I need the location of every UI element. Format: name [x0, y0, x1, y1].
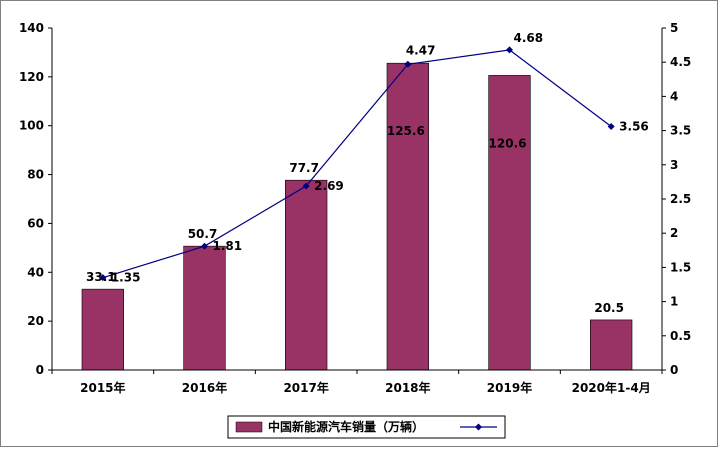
line-point — [607, 122, 615, 130]
bar-data-label: 120.6 — [489, 136, 527, 150]
legend: 中国新能源汽车销量（万辆） — [227, 415, 506, 439]
y-tick-right-label: 5 — [670, 21, 678, 35]
bar — [386, 62, 429, 371]
bar — [488, 75, 531, 371]
legend-box — [227, 415, 506, 439]
y-tick-left-label: 80 — [27, 168, 44, 182]
bar — [183, 245, 226, 371]
line-point — [99, 274, 107, 282]
line-data-label: 4.47 — [406, 43, 436, 57]
bar-data-label: 20.5 — [594, 301, 624, 315]
bar — [590, 319, 633, 371]
y-tick-right-label: 2.5 — [670, 192, 691, 206]
bar-data-label: 33.1 — [86, 270, 116, 284]
y-tick-right-label: 3.5 — [670, 124, 691, 138]
y-tick-left-label: 20 — [27, 314, 44, 328]
y-tick-left-label: 0 — [36, 363, 44, 377]
y-tick-left-label: 100 — [19, 119, 44, 133]
y-tick-left-label: 60 — [27, 216, 44, 230]
x-tick-label: 2016年 — [182, 380, 227, 395]
plot-area: 0 20 40 60 80 100 120 140 0 0.5 1 1.5 2 2.5 3 3.5 4 4.5 5 2… — [19, 21, 691, 395]
x-tick-label: 2020年1-4月 — [572, 380, 651, 395]
y-tick-left-label: 120 — [19, 70, 44, 84]
line-point — [201, 242, 208, 250]
line-data-label: 2.69 — [314, 179, 344, 193]
y-tick-right-label: 1 — [670, 295, 678, 309]
y-tick-right-label: 3 — [670, 158, 678, 172]
legend-line-marker — [475, 423, 482, 431]
legend-bar-swatch — [235, 421, 263, 433]
y-tick-left-label: 140 — [19, 21, 44, 35]
bar-data-label: 125.6 — [387, 124, 425, 138]
line-data-label: 1.81 — [213, 239, 243, 253]
line-series — [102, 49, 612, 279]
y-tick-right-label: 2 — [670, 226, 678, 240]
x-tick-label: 2017年 — [283, 380, 328, 395]
y-tick-right-label: 0.5 — [670, 329, 691, 343]
line-data-label: 4.68 — [514, 31, 544, 45]
y-tick-right-label: 4.5 — [670, 55, 691, 69]
line-data-label: 3.56 — [619, 119, 649, 133]
y-tick-left-label: 40 — [27, 265, 44, 279]
x-tick-label: 2019年 — [487, 380, 532, 395]
line-point — [404, 60, 412, 68]
legend-bar-label: 中国新能源汽车销量（万辆） — [268, 419, 424, 434]
bar — [81, 288, 124, 371]
x-tick-label: 2018年 — [385, 380, 430, 395]
line-data-label: 1.35 — [111, 271, 141, 285]
bar-data-label: 77.7 — [289, 161, 319, 175]
bar-data-label: 50.7 — [188, 227, 218, 241]
bar — [285, 179, 328, 371]
y-tick-right-label: 4 — [670, 89, 678, 103]
x-tick-label: 2015年 — [80, 380, 125, 395]
y-tick-right-label: 1.5 — [670, 260, 691, 274]
line-point — [302, 182, 310, 190]
line-point — [506, 46, 513, 54]
y-tick-right-label: 0 — [670, 363, 678, 377]
